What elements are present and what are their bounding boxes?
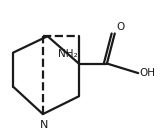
Text: O: O: [116, 22, 125, 32]
Text: N: N: [40, 120, 49, 130]
Text: NH₂: NH₂: [58, 49, 77, 59]
Text: OH: OH: [140, 68, 156, 78]
